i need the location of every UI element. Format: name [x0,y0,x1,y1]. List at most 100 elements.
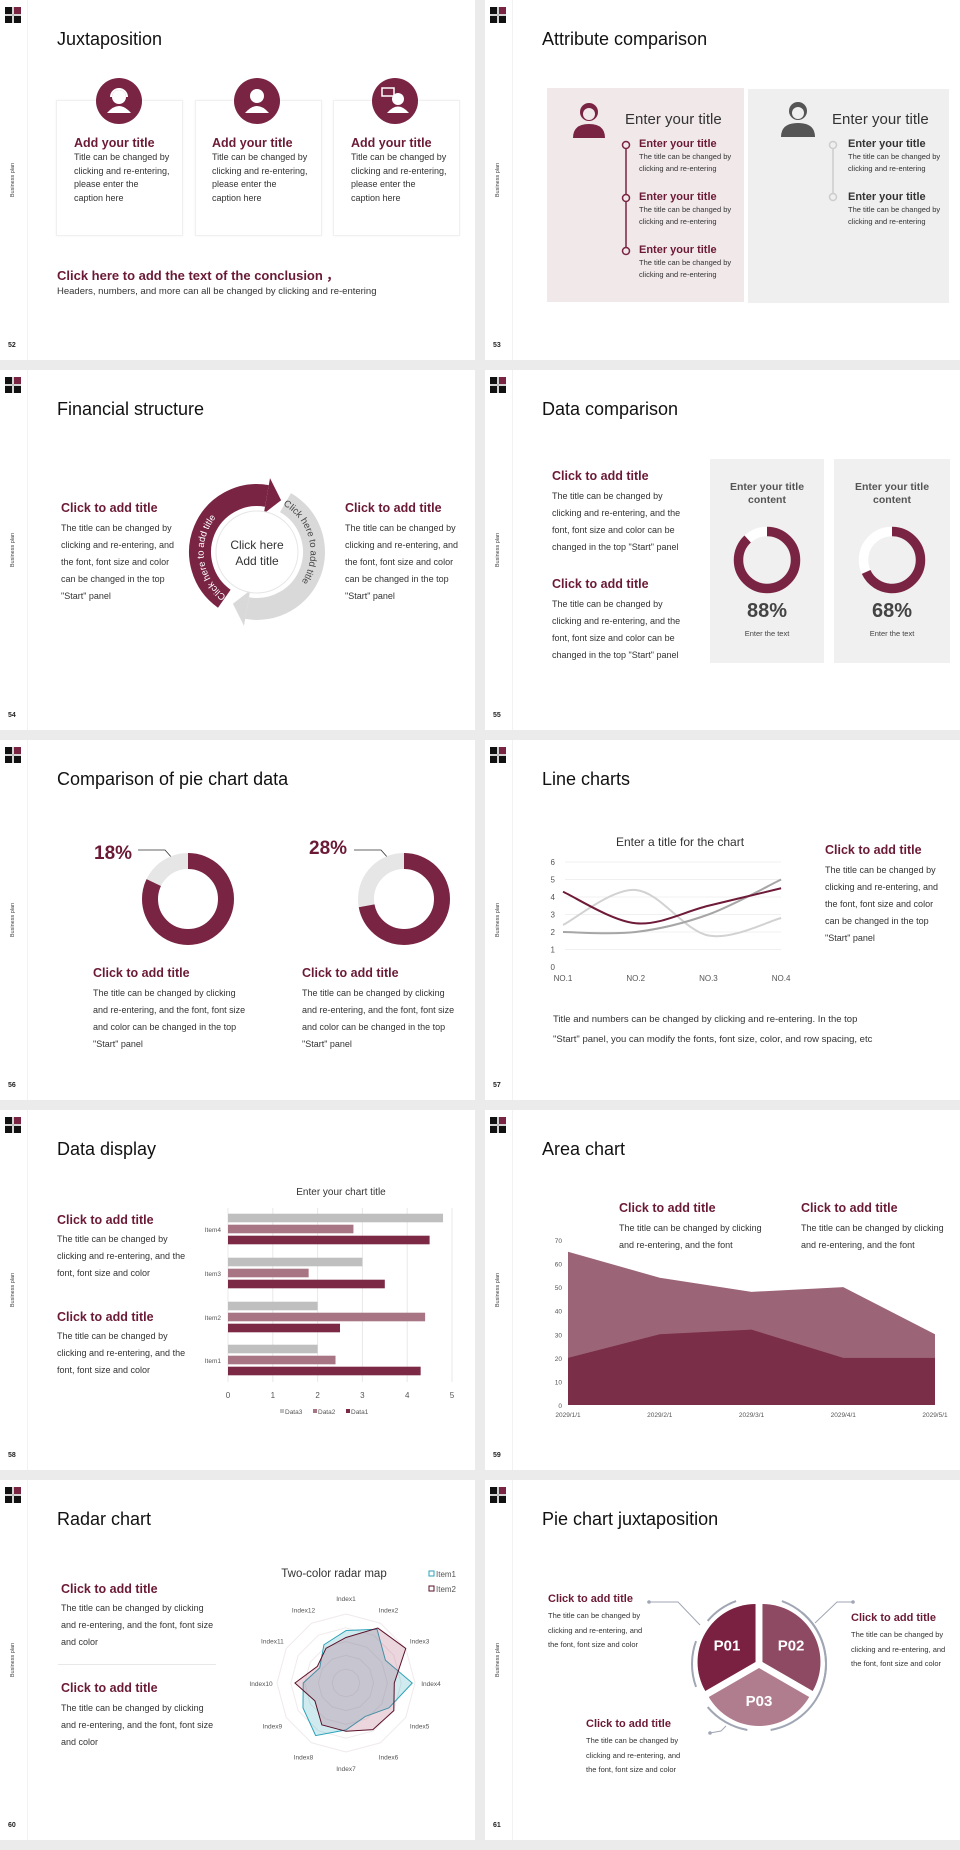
legend-swatch [428,1585,435,1592]
line-chart: Enter a title for the chart 0 1 2 3 4 5 6 NO.1 NO… [551,835,791,983]
radar-series-item2 [294,1627,407,1732]
block-title: Click to add title [61,1681,158,1695]
y-tick-label: 10 [555,1379,563,1386]
legend-label: Data2 [318,1409,336,1416]
y-tick-label: 0 [558,1403,562,1410]
slide-title: Data display [57,1139,157,1159]
panel-value: 68% [871,600,913,622]
x-tick-label: 2029/5/1 [922,1412,948,1419]
legend-label: Data1 [351,1409,369,1416]
logo-icon [5,747,21,763]
slide-54[interactable]: Business plan 54 Financial structure Cli… [0,370,475,730]
radar-grid-ring [331,1668,361,1698]
radar-grid-ring [317,1654,375,1712]
slide-59[interactable]: Business plan 59 Area chart 0 10 20 30 40 50 6… [485,1110,960,1470]
card-body: Title can be changed by clicking and re-… [74,152,170,203]
slide-53[interactable]: Business plan 53 Attribute comparison En… [485,0,960,360]
conclusion-body: Headers, numbers, and more can all be ch… [57,286,377,297]
segment-label: P01 [714,1638,741,1655]
logo-icon [5,377,21,393]
page-number: 59 [493,1452,501,1459]
legend-swatch [280,1409,284,1413]
panel-value: 88% [746,600,788,622]
slide-57[interactable]: Business plan 57 Line charts Enter a tit… [485,740,960,1100]
slide-61[interactable]: Business plan 61 Pie chart juxtaposition… [485,1480,960,1840]
block-title: Click to add title [345,501,442,515]
block-title: Click to add title [619,1201,716,1215]
block-title: Click to add title [552,469,649,483]
bar-data1 [228,1323,340,1333]
block-title: Click to add title [801,1201,898,1215]
y-tick-label: 2 [551,928,556,937]
leader-line [354,849,390,860]
legend-label: Item1 [436,1570,457,1579]
x-tick-label: NO.1 [554,974,573,983]
block-body: The title can be changed by clicking and… [851,1630,946,1668]
block-body: The title can be changed by clicking and… [801,1223,944,1250]
segmented-pie: P01 P02 P03 [647,1600,855,1735]
y-tick-label: 4 [551,893,556,902]
block-title: Click to add title [61,501,158,515]
female-headset-user-icon [96,78,142,124]
block-body: The title can be changed by clicking and… [61,523,175,601]
slide-58[interactable]: Business plan 58 Data display Click to a… [0,1110,475,1470]
item-body: The title can be changed by clicking and… [639,152,732,173]
page-number: 57 [493,1082,501,1089]
block-body: The title can be changed by clicking and… [552,491,681,552]
y-tick-label: 3 [551,911,556,920]
x-tick-label: NO.2 [626,974,645,983]
item-body: The title can be changed by clicking and… [639,258,732,279]
block-title: Click to add title [57,1213,154,1227]
card-title: Add your title [351,136,432,150]
segment-label: P03 [746,1693,773,1710]
item-body: The title can be changed by clicking and… [639,205,732,226]
legend-label: Item2 [436,1585,457,1594]
bar-data1 [228,1235,430,1245]
block-body: The title can be changed by clicking and… [302,988,455,1049]
logo-icon [490,747,506,763]
block-body: The title can be changed by clicking and… [57,1331,186,1375]
card-title: Add your title [212,136,293,150]
logo-icon [5,7,21,23]
leader-dot [851,1600,855,1604]
axis-label: Index1 [336,1596,356,1603]
card-title: Add your title [74,136,155,150]
male-user-icon [781,102,815,137]
item-title: Enter your title [639,191,717,203]
page-number: 58 [8,1452,16,1459]
bar-data2 [228,1312,426,1322]
slide-title: Attribute comparison [542,29,708,49]
slide-55[interactable]: Business plan 55 Data comparison Click t… [485,370,960,730]
slide-52[interactable]: Business plan 52 Juxtaposition Add your … [0,0,475,360]
divider [58,1664,216,1665]
x-tick-label: 2029/2/1 [647,1412,673,1419]
bar-data3 [228,1257,363,1267]
bar-data1 [228,1279,385,1289]
slide-60[interactable]: Business plan 60 Radar chart Click to ad… [0,1480,475,1840]
conclusion-title: Click here to add the text of the conclu… [57,268,340,283]
donut-value-arc [733,526,801,594]
leader-dot [647,1600,651,1604]
page-number: 52 [8,342,16,349]
block-title: Click to add title [552,577,649,591]
x-tick-label: 5 [450,1391,455,1400]
x-tick-label: NO.4 [772,974,791,983]
logo-icon [5,1117,21,1133]
y-tick-label: Item2 [205,1315,222,1322]
slide-title: Financial structure [57,399,205,419]
slide-56[interactable]: Business plan 56 Comparison of pie chart… [0,740,475,1100]
female-user-icon [234,78,280,124]
slide-title: Line charts [542,769,631,789]
side-strip-divider [512,740,513,1100]
side-strip-divider [512,370,513,730]
pie-segment-p03 [708,1668,810,1726]
x-tick-label: 2029/1/1 [555,1412,581,1419]
block-body: The title can be changed by clicking and… [61,1703,214,1747]
y-tick-label: 5 [551,876,556,885]
legend-swatch [313,1409,317,1413]
axis-label: Index2 [379,1607,399,1614]
panel-title: Enter your title content [729,481,805,506]
pie-segment-p02 [762,1604,821,1691]
radar-chart: Two-color radar map Index1 Index2 Index3 Ind… [249,1568,457,1773]
side-strip-divider [512,0,513,360]
